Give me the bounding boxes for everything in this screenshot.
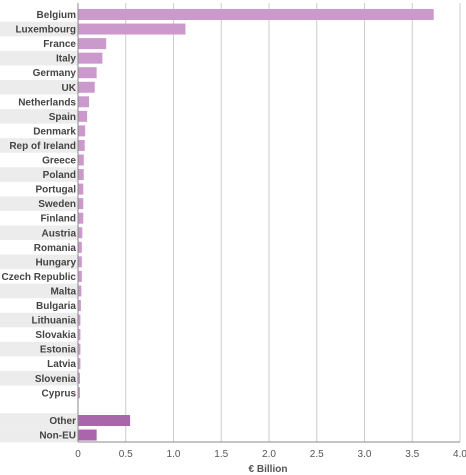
bar (78, 343, 81, 355)
bar (78, 372, 80, 384)
row-band (0, 427, 78, 443)
category-label: UK (62, 83, 77, 94)
bar (78, 429, 97, 441)
x-tick-label: 2.0 (262, 449, 276, 460)
category-label: Luxembourg (15, 25, 76, 36)
row-band (0, 138, 78, 153)
category-label: Finland (40, 214, 76, 225)
bar (78, 358, 81, 370)
category-label: Denmark (33, 126, 76, 137)
bar (78, 169, 84, 181)
row-band (0, 79, 78, 95)
category-label: Romania (34, 243, 77, 254)
row-band (0, 283, 78, 299)
bar (78, 154, 84, 166)
category-label: Czech Republic (2, 272, 77, 283)
x-tick-label: 3.5 (405, 449, 419, 460)
bar (78, 256, 82, 268)
category-label: Austria (42, 228, 77, 239)
row-band (0, 225, 78, 241)
category-label: Slovakia (35, 330, 76, 341)
bar (78, 212, 84, 224)
x-tick-label: 4.0 (453, 449, 466, 460)
bar (78, 415, 131, 426)
bar (78, 241, 82, 253)
category-label: Italy (56, 54, 76, 65)
bar (78, 285, 82, 297)
x-tick-label: 2.5 (310, 449, 324, 460)
bar (78, 110, 88, 122)
bar (78, 67, 97, 79)
x-axis: 0 0.5 1.0 1.5 2.0 2.5 3.0 3.5 4.0 (75, 3, 466, 460)
bar (78, 198, 84, 210)
gridlines (77, 3, 461, 442)
bar (78, 300, 81, 311)
x-tick-label: 3.0 (358, 449, 372, 460)
x-tick-label: 1.0 (167, 449, 181, 460)
row-band (0, 167, 78, 182)
bar (78, 96, 90, 108)
category-labels: Belgium Luxembourg France Italy Germany UK Net… (2, 10, 77, 442)
category-label: Lithuania (32, 316, 77, 327)
row-band (0, 109, 78, 124)
category-label: Rep of Ireland (9, 141, 76, 152)
bar (78, 314, 81, 326)
x-tick-label: 1.5 (214, 449, 228, 460)
row-band (0, 254, 78, 270)
x-tick-label: 0.5 (119, 449, 133, 460)
x-axis-title: € Billion (249, 464, 288, 475)
row-bands (0, 21, 78, 443)
category-label: Non-EU (39, 431, 76, 442)
bar (78, 81, 95, 93)
category-label: Belgium (37, 10, 77, 21)
category-label: Slovenia (35, 374, 77, 385)
row-band (0, 413, 78, 428)
category-label: Portugal (35, 185, 76, 196)
category-label: Estonia (40, 345, 77, 356)
category-label: Netherlands (18, 97, 76, 108)
bar (78, 227, 83, 239)
category-label: Latvia (47, 359, 76, 370)
row-band (0, 370, 78, 386)
bar (78, 125, 86, 137)
row-band (0, 21, 78, 37)
bars (78, 9, 434, 441)
bar (78, 183, 84, 195)
category-label: France (43, 39, 76, 50)
category-label: Cyprus (42, 388, 77, 399)
bar (78, 38, 107, 50)
bar (78, 387, 80, 399)
bar (78, 52, 103, 64)
category-label: Malta (50, 286, 76, 297)
row-band (0, 50, 78, 66)
row-band (0, 196, 78, 211)
bar (78, 270, 82, 282)
category-label: Poland (43, 170, 76, 181)
category-label: Sweden (38, 199, 76, 210)
category-label: Germany (33, 68, 77, 79)
row-band (0, 312, 78, 328)
category-label: Bulgaria (36, 301, 76, 312)
category-label: Spain (49, 112, 76, 123)
bar (78, 139, 85, 151)
category-label: Greece (42, 156, 76, 167)
category-label: Other (49, 416, 76, 427)
bar (78, 23, 186, 35)
x-tick-label: 0 (75, 449, 81, 460)
bar (78, 9, 434, 20)
category-label: Hungary (35, 257, 76, 268)
row-band (0, 341, 78, 357)
bar (78, 329, 81, 341)
